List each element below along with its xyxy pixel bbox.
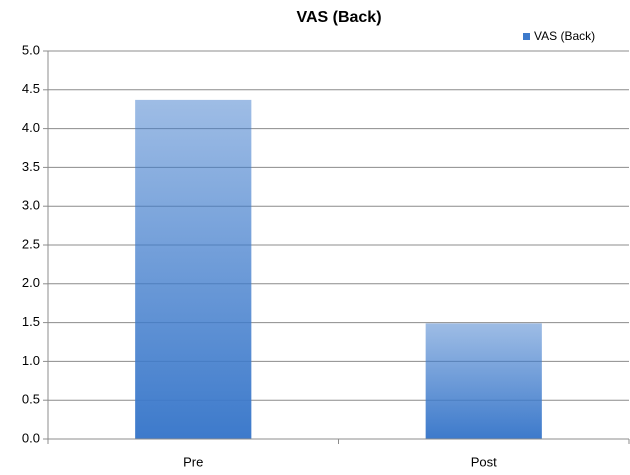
y-tick-label: 2.0 xyxy=(22,275,40,290)
legend-swatch xyxy=(523,33,530,40)
y-tick-label: 3.5 xyxy=(22,159,40,174)
x-tick-label: Post xyxy=(471,454,497,469)
bar xyxy=(425,323,542,439)
y-tick-label: 1.5 xyxy=(22,314,40,329)
y-tick-label: 2.5 xyxy=(22,236,40,251)
y-tick-label: 0.5 xyxy=(22,392,40,407)
y-tick-label: 5.0 xyxy=(22,42,40,57)
y-tick-label: 3.0 xyxy=(22,198,40,213)
y-tick-label: 0.0 xyxy=(22,430,40,445)
legend-label: VAS (Back) xyxy=(534,29,595,43)
y-tick-label: 4.0 xyxy=(22,120,40,135)
x-tick-label: Pre xyxy=(183,454,203,469)
y-tick-label: 4.5 xyxy=(22,81,40,96)
y-tick-label: 1.0 xyxy=(22,353,40,368)
bar xyxy=(135,99,252,439)
chart-title: VAS (Back) xyxy=(296,9,381,26)
